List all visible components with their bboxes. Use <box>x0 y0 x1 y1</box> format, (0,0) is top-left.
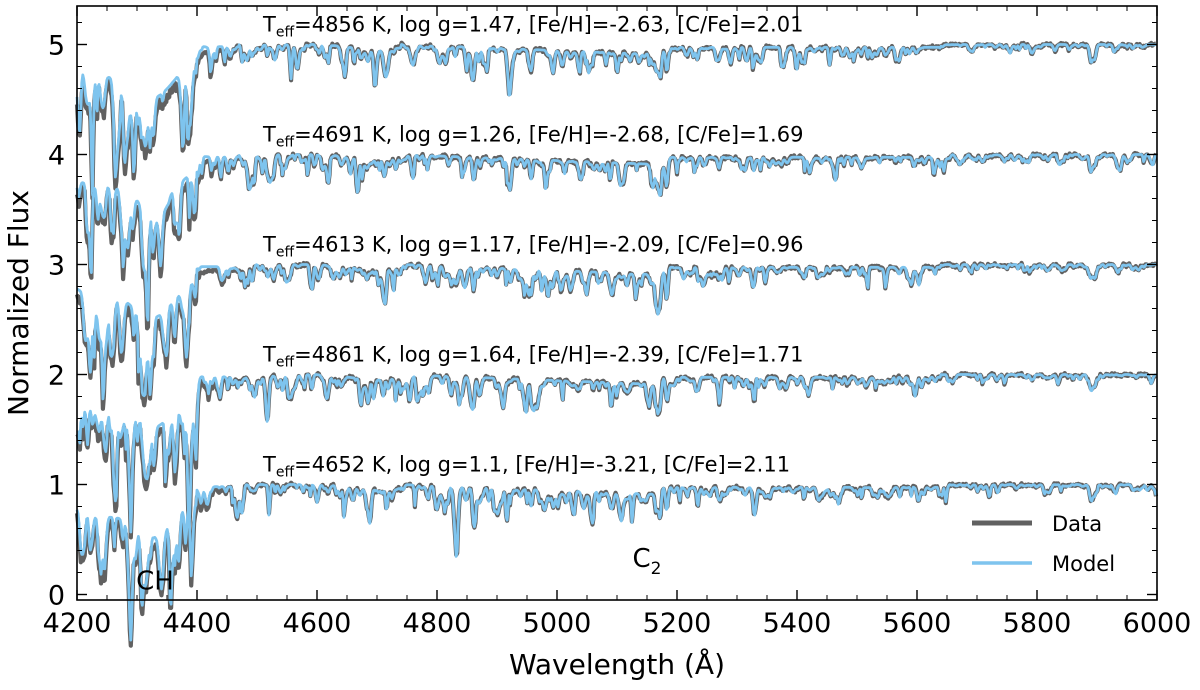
label-part: 2.01 <box>757 12 804 36</box>
label-part: eff <box>276 464 295 480</box>
label-part: , [Fe/H]= <box>502 452 596 476</box>
label-part: = <box>294 342 312 366</box>
label-part: 4613 <box>312 232 365 256</box>
label-part: K, log g= <box>365 122 468 146</box>
label-part: 1.26 <box>469 122 516 146</box>
label-part: , [C/Fe]= <box>650 452 743 476</box>
x-tick-label: 4400 <box>163 608 232 639</box>
label-part: eff <box>276 244 295 260</box>
x-tick-label: 5400 <box>763 608 832 639</box>
label-part: 1.1 <box>469 452 502 476</box>
y-axis-title: Normalized Flux <box>2 190 35 416</box>
label-part: = <box>294 122 312 146</box>
labels-layer: Teff=4856 K, log g=1.47, [Fe/H]=-2.63, [… <box>136 12 803 596</box>
label-part: 4856 <box>312 12 365 36</box>
spectrum-parameters-label: Teff=4613 K, log g=1.17, [Fe/H]=-2.09, [… <box>262 232 803 260</box>
label-part: , [C/Fe]= <box>664 12 757 36</box>
x-tick-label: 4800 <box>403 608 472 639</box>
legend-label-data: Data <box>1052 512 1102 536</box>
x-axis-title: Wavelength (Å) <box>509 647 725 681</box>
label-part: , [Fe/H]= <box>515 122 609 146</box>
label-part: 1.64 <box>469 342 516 366</box>
label-part: -2.09 <box>609 232 663 256</box>
label-part: = <box>294 232 312 256</box>
c2-subscript: 2 <box>651 559 662 579</box>
label-part: T <box>262 12 276 36</box>
x-tick-label: 5600 <box>883 608 952 639</box>
spectrum-parameters-label: Teff=4861 K, log g=1.64, [Fe/H]=-2.39, [… <box>262 342 803 370</box>
label-part: , [C/Fe]= <box>664 232 757 256</box>
spectrum-parameters-label: Teff=4652 K, log g=1.1, [Fe/H]=-3.21, [C… <box>262 452 790 480</box>
y-tick-label: 4 <box>48 141 65 172</box>
label-part: , [Fe/H]= <box>515 342 609 366</box>
spectrum-parameters-label: Teff=4856 K, log g=1.47, [Fe/H]=-2.63, [… <box>262 12 803 40</box>
label-part: 1.17 <box>469 232 516 256</box>
legend: Data Model <box>972 512 1115 576</box>
y-tick-label: 1 <box>48 471 65 502</box>
series-layer <box>74 40 1159 648</box>
x-tick-label: 6000 <box>1123 608 1192 639</box>
x-tick-label: 5000 <box>523 608 592 639</box>
label-part: 1.71 <box>757 342 804 366</box>
label-part: = <box>294 12 312 36</box>
label-part: -3.21 <box>596 452 650 476</box>
ch-band-label: CH <box>136 567 174 597</box>
label-part: K, log g= <box>365 12 468 36</box>
y-tick-label: 0 <box>48 581 65 612</box>
x-tick-label: 5200 <box>643 608 712 639</box>
label-part: K, log g= <box>365 232 468 256</box>
label-part: K, log g= <box>365 342 468 366</box>
model-series-line <box>76 263 1157 401</box>
model-series-line <box>75 483 1158 642</box>
label-part: eff <box>276 354 295 370</box>
model-series-line <box>75 153 1158 322</box>
model-series-line <box>76 373 1157 534</box>
c2-band-label: C2 <box>633 544 662 579</box>
y-tick-label: 2 <box>48 361 65 392</box>
label-part: T <box>262 232 276 256</box>
label-part: , [C/Fe]= <box>664 122 757 146</box>
x-tick-label: 4200 <box>43 608 112 639</box>
label-part: 4652 <box>312 452 365 476</box>
model-series-line <box>75 43 1157 197</box>
y-tick-label: 3 <box>48 251 65 282</box>
label-part: -2.63 <box>609 12 663 36</box>
y-tick-label: 5 <box>48 31 65 62</box>
ticks-layer: 4200 4400 4600 4800 5000 5200 5400 5600 5800 6000… <box>43 6 1192 639</box>
label-part: T <box>262 342 276 366</box>
label-part: K, log g= <box>365 452 468 476</box>
label-part: 2.11 <box>743 452 790 476</box>
label-part: 1.47 <box>469 12 516 36</box>
label-part: -2.68 <box>609 122 663 146</box>
label-part: , [C/Fe]= <box>664 342 757 366</box>
label-part: eff <box>276 134 295 150</box>
label-part: , [Fe/H]= <box>515 12 609 36</box>
label-part: 1.69 <box>757 122 804 146</box>
x-tick-label: 5800 <box>1003 608 1072 639</box>
label-part: eff <box>276 24 295 40</box>
label-part: = <box>294 452 312 476</box>
spectrum-parameters-label: Teff=4691 K, log g=1.26, [Fe/H]=-2.68, [… <box>262 122 803 150</box>
label-part: T <box>262 122 276 146</box>
x-tick-label: 4600 <box>283 608 352 639</box>
label-part: , [Fe/H]= <box>515 232 609 256</box>
c2-main: C <box>633 544 651 574</box>
label-part: 4861 <box>312 342 365 366</box>
label-part: -2.39 <box>609 342 663 366</box>
label-part: T <box>262 452 276 476</box>
legend-label-model: Model <box>1052 552 1115 576</box>
label-part: 4691 <box>312 122 365 146</box>
label-part: 0.96 <box>757 232 804 256</box>
